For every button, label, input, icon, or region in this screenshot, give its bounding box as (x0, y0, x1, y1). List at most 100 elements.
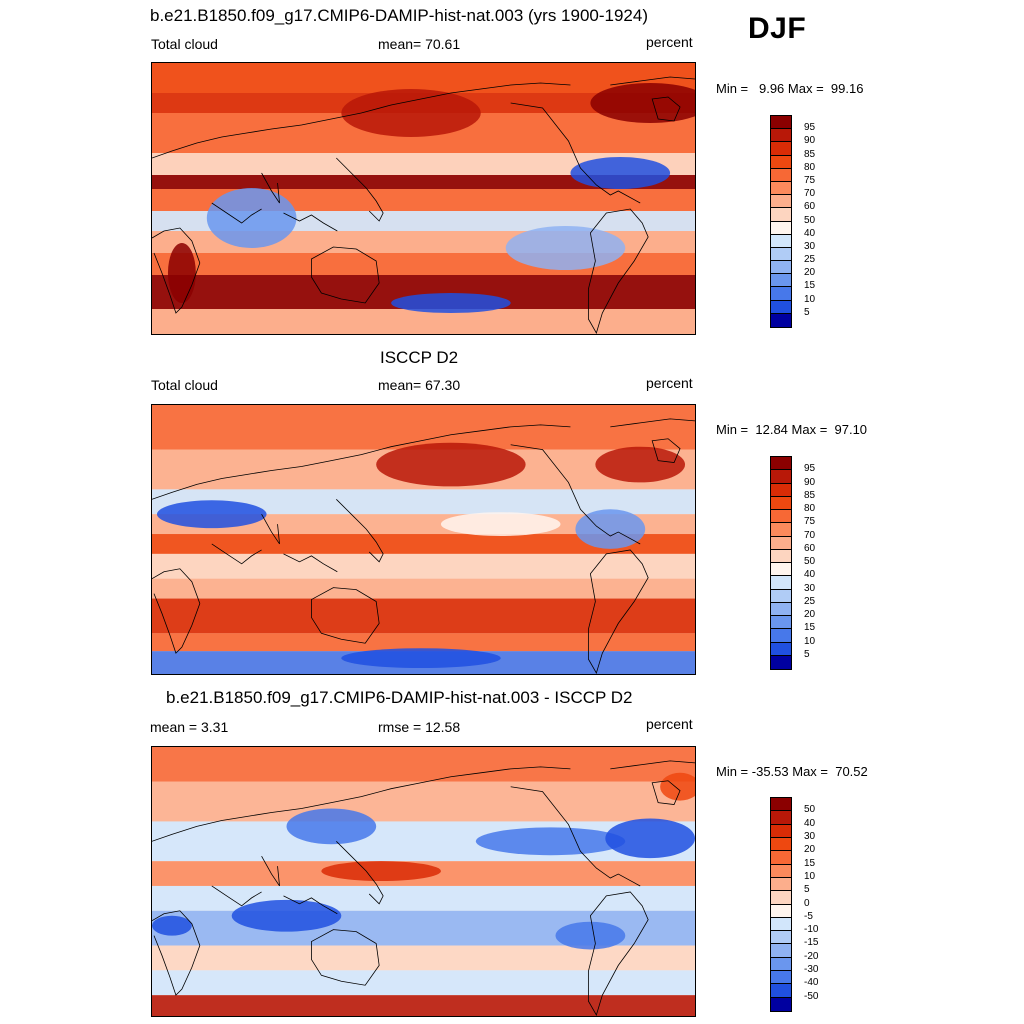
colorbar-box (771, 576, 791, 590)
colorbar-tick-label: -5 (804, 910, 813, 922)
colorbar-box (771, 811, 791, 825)
cloud-map (151, 62, 696, 335)
colorbar-tick-label: 0 (804, 897, 810, 909)
colorbar-box (771, 824, 791, 838)
colorbar-tick-label: 80 (804, 503, 816, 514)
colorbar-tick-label: 10 (804, 293, 816, 305)
cloud-map (151, 404, 696, 675)
colorbar-box (771, 247, 791, 262)
colorbar-box (771, 234, 791, 248)
colorbar-tick-label: 70 (804, 529, 816, 541)
colorbar-box (771, 155, 791, 169)
colorbar-tick-label: 75 (804, 516, 816, 528)
panel-title: ISCCP D2 (380, 348, 459, 367)
rmse-label: rmse = 12.58 (378, 719, 461, 735)
colorbar-tick-label: 60 (804, 542, 816, 554)
colorbar-box (771, 129, 791, 143)
colorbar-box (771, 602, 791, 616)
colorbar-box (771, 629, 791, 643)
colorbar-tick-label: 85 (804, 489, 816, 501)
colorbar-tick-label: 30 (804, 582, 816, 594)
colorbar-box (771, 536, 791, 550)
mean-label: mean = 3.31 (150, 719, 229, 735)
colorbar-tick-label: -15 (804, 937, 819, 949)
min-max-label: Min = 12.84 Max = 97.10 (716, 422, 868, 437)
colorbar-tick-label: 30 (804, 830, 816, 842)
colorbar-tick-label: 5 (804, 884, 810, 896)
colorbar-tick-label: 90 (804, 476, 816, 488)
colorbar-box (771, 864, 791, 878)
colorbar-tick-label: 95 (804, 463, 816, 475)
coastlines (152, 418, 695, 674)
colorbar (770, 797, 792, 1012)
colorbar-box (771, 208, 791, 222)
colorbar-box (771, 655, 791, 669)
colorbar-tick-label: -20 (804, 950, 819, 962)
colorbar-box (771, 181, 791, 196)
colorbar-box (771, 563, 791, 577)
colorbar (770, 115, 792, 328)
colorbar-box (771, 917, 791, 932)
colorbar-box (771, 984, 791, 998)
colorbar-tick-label: 90 (804, 135, 816, 147)
colorbar-box (771, 944, 791, 958)
colorbar-box (771, 300, 791, 314)
mean-label: mean= 70.61 (378, 36, 461, 52)
colorbar-box (771, 168, 791, 182)
colorbar-tick-label: 40 (804, 227, 816, 239)
colorbar-tick-label: 25 (804, 595, 816, 607)
colorbar-tick-label: 30 (804, 240, 816, 252)
colorbar-box (771, 195, 791, 209)
colorbar-tick-label: 10 (804, 870, 816, 882)
variable-label: Total cloud (151, 377, 218, 393)
min-max-label: Min = -35.53 Max = 70.52 (716, 764, 868, 779)
colorbar-tick-label: 95 (804, 122, 816, 134)
colorbar-tick-label: 40 (804, 569, 816, 581)
colorbar-tick-label: 75 (804, 174, 816, 186)
colorbar-box (771, 470, 791, 484)
units-label: percent (646, 34, 693, 50)
colorbar-box (771, 549, 791, 563)
colorbar (770, 456, 792, 670)
colorbar-box (771, 457, 791, 471)
colorbar-tick-label: 15 (804, 857, 816, 869)
cloud-field (152, 405, 695, 674)
colorbar-box (771, 523, 791, 537)
colorbar-tick-label: 50 (804, 556, 816, 567)
colorbar-box (771, 261, 791, 275)
colorbar-box (771, 798, 791, 812)
colorbar-tick-label: 60 (804, 201, 816, 213)
colorbar-tick-label: 50 (804, 214, 816, 226)
coastlines (152, 760, 695, 1016)
colorbar-box (771, 957, 791, 972)
colorbar-box (771, 221, 791, 235)
colorbar-box (771, 904, 791, 918)
colorbar-tick-label: 50 (804, 804, 816, 816)
colorbar-tick-label: 80 (804, 161, 816, 173)
colorbar-tick-label: 70 (804, 188, 816, 200)
colorbar-box (771, 851, 791, 865)
colorbar-tick-label: 20 (804, 267, 816, 279)
units-label: percent (646, 375, 693, 391)
panel-title: b.e21.B1850.f09_g17.CMIP6-DAMIP-hist-nat… (150, 6, 648, 25)
colorbar-box (771, 616, 791, 630)
colorbar-box (771, 116, 791, 130)
colorbar-box (771, 877, 791, 892)
colorbar-box (771, 510, 791, 524)
colorbar-tick-label: -50 (804, 990, 819, 1002)
cloud-map (151, 746, 696, 1017)
colorbar-tick-label: 20 (804, 844, 816, 856)
colorbar-box (771, 287, 791, 301)
colorbar-box (771, 483, 791, 497)
colorbar-tick-label: 10 (804, 635, 816, 647)
cloud-field (152, 747, 695, 1016)
min-max-label: Min = 9.96 Max = 99.16 (716, 81, 864, 96)
colorbar-box (771, 313, 791, 327)
colorbar-box (771, 837, 791, 852)
colorbar-tick-label: 15 (804, 280, 816, 292)
colorbar-tick-label: 20 (804, 609, 816, 620)
colorbar-tick-label: -30 (804, 964, 819, 976)
units-label: percent (646, 716, 693, 732)
cloud-field (152, 63, 695, 334)
panel-title: b.e21.B1850.f09_g17.CMIP6-DAMIP-hist-nat… (166, 688, 633, 707)
